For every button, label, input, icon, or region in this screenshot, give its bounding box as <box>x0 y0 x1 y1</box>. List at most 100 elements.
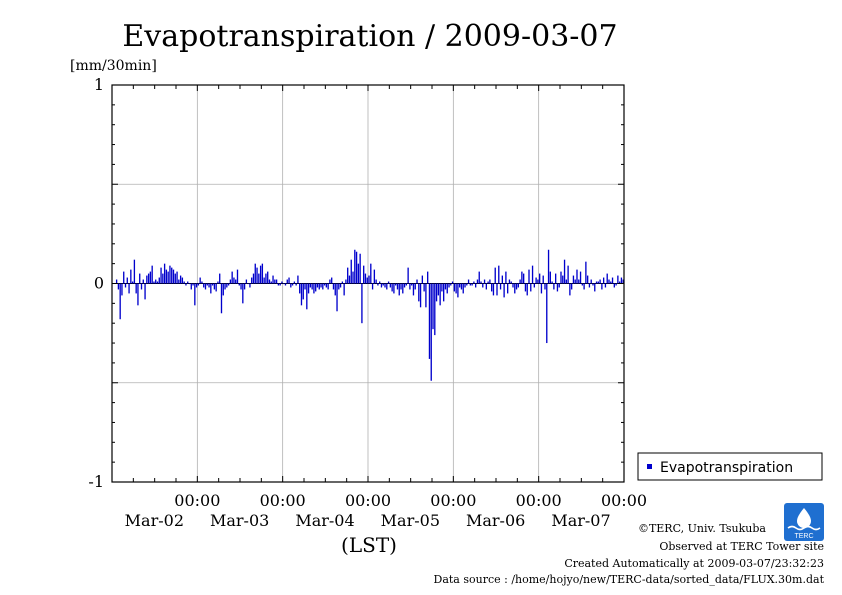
bar <box>505 271 507 284</box>
bar <box>284 283 287 286</box>
bar <box>448 283 450 288</box>
bar <box>423 283 425 292</box>
bar <box>139 273 141 284</box>
logo-text: TERC <box>794 533 813 540</box>
bar <box>444 283 447 290</box>
bar <box>412 283 415 296</box>
bar <box>117 283 120 290</box>
bar <box>446 283 448 294</box>
bar <box>586 275 589 284</box>
bar <box>256 267 258 284</box>
x-tick-time: 00:00 <box>260 491 306 510</box>
bar <box>373 269 376 284</box>
copyright-text: ©TERC, Univ. Tsukuba <box>637 522 766 535</box>
bar <box>163 263 166 284</box>
bar <box>578 279 580 284</box>
bar <box>286 279 288 284</box>
bar <box>115 279 118 284</box>
bar <box>519 279 521 284</box>
bar <box>496 283 498 296</box>
bar <box>142 279 144 284</box>
bar <box>371 283 374 290</box>
bar <box>217 281 219 284</box>
x-axis-label: (LST) <box>341 533 397 557</box>
bar <box>443 283 445 302</box>
bar <box>254 263 256 284</box>
bar <box>238 283 240 286</box>
bar <box>354 249 356 284</box>
bar <box>508 279 511 284</box>
y-tick-label: 0 <box>94 274 104 293</box>
bar <box>485 283 488 290</box>
x-tick-time: 00:00 <box>174 491 220 510</box>
bar <box>483 279 486 284</box>
bar <box>393 283 395 294</box>
bar <box>377 283 379 286</box>
bar <box>567 265 569 284</box>
bar <box>400 283 402 290</box>
bar <box>464 283 466 288</box>
bar <box>123 271 125 284</box>
bar <box>261 263 264 284</box>
bar <box>167 271 169 284</box>
bar <box>334 283 336 296</box>
y-tick-labels: 1 0 -1 <box>88 75 104 491</box>
bar <box>402 283 404 294</box>
bar <box>537 279 539 284</box>
creation-timestamp-text: Created Automatically at 2009-03-07/23:3… <box>564 557 824 570</box>
bar <box>243 283 246 290</box>
bar <box>307 283 310 294</box>
bar <box>315 283 317 292</box>
bar <box>590 279 592 284</box>
bar <box>428 283 431 359</box>
bar <box>341 281 344 284</box>
x-tick-time: 00:00 <box>601 491 647 510</box>
bar <box>421 275 424 284</box>
bar <box>208 283 210 288</box>
bar <box>363 265 365 284</box>
bar <box>507 283 509 294</box>
bar <box>576 269 578 284</box>
x-tick-date: Mar-03 <box>210 511 269 530</box>
x-tick-date: Mar-05 <box>381 511 440 530</box>
bar <box>547 249 550 284</box>
bar <box>581 283 583 286</box>
x-tick-date: Mar-04 <box>295 511 354 530</box>
bar <box>562 275 564 284</box>
bar <box>323 283 326 286</box>
bar <box>503 283 505 298</box>
legend: Evapotranspiration <box>637 452 823 481</box>
legend-swatch <box>647 464 652 469</box>
bar <box>540 283 543 294</box>
bar <box>172 269 175 284</box>
x-tick-date: Mar-06 <box>466 511 525 530</box>
bar <box>213 283 216 290</box>
bar <box>570 283 573 290</box>
bar <box>192 283 194 286</box>
bar <box>450 283 452 286</box>
bar <box>181 277 184 284</box>
bar <box>460 283 463 290</box>
bar <box>418 283 420 302</box>
bar <box>242 283 244 304</box>
bar <box>183 281 185 284</box>
bar <box>299 283 301 294</box>
bar <box>270 281 272 284</box>
bar <box>389 283 392 288</box>
y-tick-label: -1 <box>88 472 104 491</box>
bar <box>414 283 416 290</box>
bar <box>379 281 381 284</box>
bar <box>306 283 308 310</box>
bar <box>604 283 607 288</box>
bar <box>272 275 274 284</box>
bar <box>569 283 571 296</box>
bar <box>435 283 438 302</box>
bar <box>395 283 397 286</box>
bar <box>535 277 537 284</box>
bar <box>210 283 212 294</box>
bar <box>601 283 603 290</box>
bar <box>533 283 535 288</box>
bar <box>302 283 304 300</box>
bar <box>498 265 500 284</box>
